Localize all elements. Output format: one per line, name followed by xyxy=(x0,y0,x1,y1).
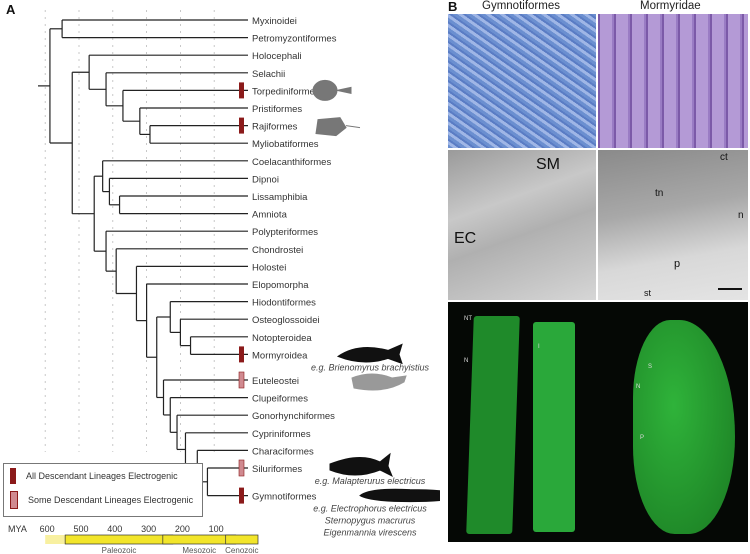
electrogenic-marker-all xyxy=(239,487,244,504)
histology-gymnotiform-image xyxy=(448,14,596,148)
legend-swatch-all xyxy=(10,468,16,484)
era-bar xyxy=(162,534,237,545)
mormyrid-electric-organ xyxy=(633,320,735,534)
electrogenic-marker-some xyxy=(238,459,245,477)
electrogenic-marker-all xyxy=(239,82,244,99)
fluorescence-panel: NT N I S N P xyxy=(448,302,748,542)
electric-eel-silhouette-icon xyxy=(359,488,440,503)
example-species: e.g. Electrophorus electricus xyxy=(313,504,427,514)
mormyrid-silhouette-icon xyxy=(336,343,403,365)
histology-mormyrid-image xyxy=(598,14,748,148)
time-tick-label: 200 xyxy=(175,524,190,534)
taxon-label: Characiformes xyxy=(252,446,314,457)
taxon-label: Mormyroidea xyxy=(252,350,308,361)
taxon-label: Osteoglossoidei xyxy=(252,315,320,326)
legend: All Descendant Lineages Electrogenic Som… xyxy=(3,463,203,517)
gymnotiform-tissue-strip-2 xyxy=(533,322,575,532)
label-nt: NT xyxy=(464,316,472,322)
taxon-label: Coelacanthiformes xyxy=(252,157,331,168)
taxon-label: Polypteriformes xyxy=(252,227,318,238)
era-bar xyxy=(225,534,259,545)
label-p: P xyxy=(640,435,645,441)
example-species: Sternopygus macrurus xyxy=(325,516,416,526)
label-i: I xyxy=(538,344,540,350)
taxon-label: Torpediniformes xyxy=(252,86,320,97)
time-tick-label: 600 xyxy=(40,524,55,534)
column-title-gymnotiformes: Gymnotiformes xyxy=(482,0,560,12)
time-axis-unit: MYA xyxy=(8,524,27,534)
legend-label-some: Some Descendant Lineages Electrogenic xyxy=(28,495,194,505)
taxon-label: Euteleostei xyxy=(252,376,299,387)
taxon-label: Selachii xyxy=(252,69,285,80)
phylogeny-tree: Myxinoidei Petromyzontiformes Holocephali S… xyxy=(8,10,440,554)
taxon-label: Chondrostei xyxy=(252,245,303,256)
example-species: Eigenmannia virescens xyxy=(323,528,417,538)
legend-item-all: All Descendant Lineages Electrogenic xyxy=(4,464,202,488)
taxon-label: Hiodontiformes xyxy=(252,298,316,309)
taxon-label: Gymnotiformes xyxy=(252,492,317,503)
era-label: Cenozoic xyxy=(225,546,258,554)
label-n: N xyxy=(464,358,469,364)
torpedo-ray-silhouette-icon xyxy=(312,79,352,101)
label-n: N xyxy=(636,384,641,390)
time-tick-label: 500 xyxy=(73,524,88,534)
time-tick-label: 400 xyxy=(107,524,122,534)
taxon-label: Cypriniformes xyxy=(252,429,311,440)
label-ct: ct xyxy=(720,152,728,163)
era-label: Paleozoic xyxy=(102,546,137,554)
panel-b-label: B xyxy=(448,0,458,14)
taxon-label: Myliobatiformes xyxy=(252,139,319,150)
scale-bar xyxy=(718,288,742,290)
label-p: p xyxy=(674,258,681,270)
column-title-mormyridae: Mormyridae xyxy=(640,0,701,12)
label-st: st xyxy=(644,288,652,298)
gymnotiform-tissue-strip xyxy=(466,316,520,534)
label-s: S xyxy=(648,364,653,370)
em-mormyrid-image: ct tn n p st xyxy=(598,150,748,300)
example-species: e.g. Malapterurus electricus xyxy=(315,476,426,486)
taxon-label: Clupeiformes xyxy=(252,394,308,405)
taxon-label: Holostei xyxy=(252,262,286,273)
euteleost-silhouette-icon xyxy=(351,373,407,391)
legend-swatch-some xyxy=(10,491,18,509)
legend-item-some: Some Descendant Lineages Electrogenic xyxy=(4,488,202,512)
taxon-label: Lissamphibia xyxy=(252,192,308,203)
era-label: Mesozoic xyxy=(182,546,216,554)
legend-label-all: All Descendant Lineages Electrogenic xyxy=(26,471,178,481)
em-gymnotiform-image: SM EC xyxy=(448,150,596,300)
example-species: e.g. Brienomyrus brachyistius xyxy=(311,362,430,372)
taxon-label: Myxinoidei xyxy=(252,16,297,27)
precambrian-bar xyxy=(45,535,66,544)
time-tick-label: 100 xyxy=(209,524,224,534)
taxon-label: Dipnoi xyxy=(252,174,279,185)
panel-a-label: A xyxy=(6,2,16,17)
electrogenic-marker-all xyxy=(239,346,244,363)
electrogenic-marker-all xyxy=(239,117,244,134)
taxon-label: Notopteroidea xyxy=(252,333,312,344)
time-tick-label: 300 xyxy=(141,524,156,534)
taxon-label: Siluriformes xyxy=(252,464,302,475)
stingray-silhouette-icon xyxy=(315,117,361,137)
taxon-label: Gonorhynchiformes xyxy=(252,411,335,422)
taxon-label: Elopomorpha xyxy=(252,280,309,291)
label-sm: SM xyxy=(536,156,560,173)
label-ec: EC xyxy=(454,230,477,247)
era-bar xyxy=(64,534,174,545)
taxon-label: Amniota xyxy=(252,210,288,221)
catfish-silhouette-icon xyxy=(329,452,393,478)
electrogenic-marker-some xyxy=(238,371,245,389)
label-n: n xyxy=(738,210,744,221)
taxon-label: Pristiformes xyxy=(252,104,302,115)
label-tn: tn xyxy=(655,188,664,199)
taxon-label: Holocephali xyxy=(252,51,302,62)
taxon-label: Petromyzontiformes xyxy=(252,34,337,45)
taxon-label: Rajiformes xyxy=(252,122,298,133)
